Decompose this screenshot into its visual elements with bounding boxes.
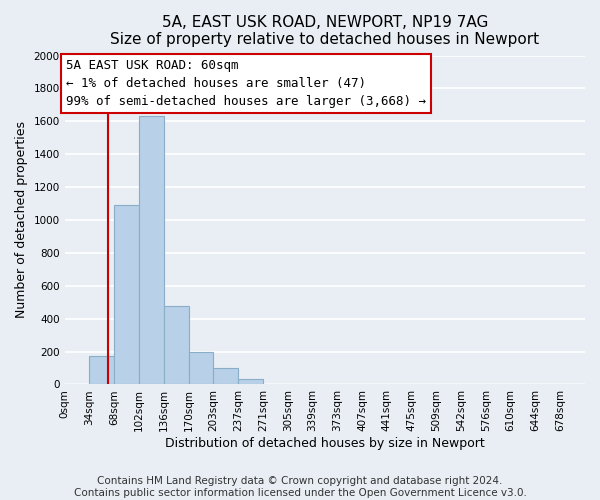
Bar [89, 356, 114, 384]
Bar [214, 368, 238, 384]
Y-axis label: Number of detached properties: Number of detached properties [15, 122, 28, 318]
Bar [139, 116, 164, 384]
Text: 5A EAST USK ROAD: 60sqm
← 1% of detached houses are smaller (47)
99% of semi-det: 5A EAST USK ROAD: 60sqm ← 1% of detached… [66, 59, 426, 108]
Bar [164, 306, 188, 384]
Title: 5A, EAST USK ROAD, NEWPORT, NP19 7AG
Size of property relative to detached house: 5A, EAST USK ROAD, NEWPORT, NP19 7AG Siz… [110, 15, 539, 48]
X-axis label: Distribution of detached houses by size in Newport: Distribution of detached houses by size … [165, 437, 485, 450]
Bar [188, 352, 214, 384]
Text: Contains HM Land Registry data © Crown copyright and database right 2024.
Contai: Contains HM Land Registry data © Crown c… [74, 476, 526, 498]
Bar [238, 378, 263, 384]
Bar [114, 205, 139, 384]
